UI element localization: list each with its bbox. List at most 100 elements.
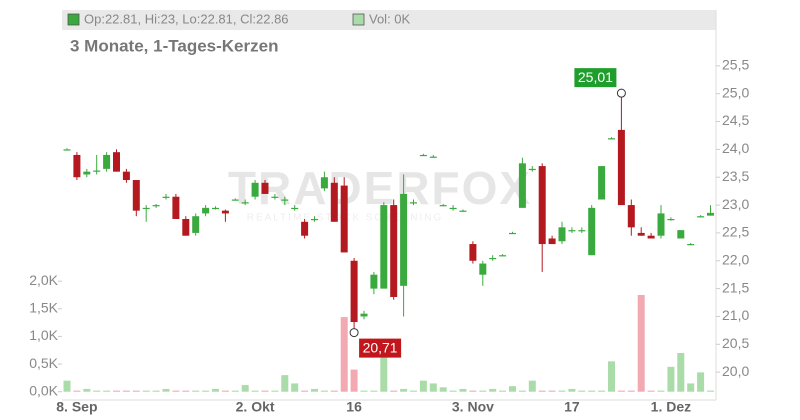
volume-bar bbox=[400, 388, 408, 392]
volume-bar bbox=[281, 375, 289, 392]
candle-body bbox=[509, 232, 516, 235]
volume-bar bbox=[637, 294, 645, 392]
candle-body bbox=[578, 230, 586, 232]
volume-bar bbox=[202, 390, 210, 392]
candle-body bbox=[301, 221, 309, 236]
volume-bar bbox=[63, 380, 71, 392]
volume-bar bbox=[301, 390, 309, 392]
candle-body bbox=[152, 205, 160, 207]
candle-body bbox=[281, 199, 289, 201]
x-tick-label: 16 bbox=[346, 399, 362, 415]
legend-bar bbox=[62, 10, 716, 30]
volume-bar bbox=[172, 390, 180, 392]
candle-body bbox=[518, 163, 526, 208]
candle-body bbox=[469, 244, 477, 261]
volume-bar bbox=[528, 380, 536, 392]
candle-body bbox=[83, 171, 91, 175]
volume-bar bbox=[132, 390, 140, 392]
legend-volume-icon bbox=[352, 13, 365, 26]
volume-bar bbox=[667, 366, 675, 392]
candle-body bbox=[221, 210, 229, 214]
candle-body bbox=[479, 263, 487, 275]
y-tick-label: 20,0 bbox=[722, 363, 749, 379]
candle-body bbox=[182, 219, 190, 236]
candle-body bbox=[271, 196, 279, 198]
y-tick-label: 20,5 bbox=[722, 335, 749, 351]
candle-body bbox=[499, 255, 507, 257]
annotation-marker bbox=[616, 88, 626, 98]
volume-bar bbox=[212, 388, 219, 392]
volume-bar bbox=[548, 390, 556, 392]
y-tick-label: 25,5 bbox=[722, 57, 749, 73]
candle-body bbox=[647, 235, 655, 239]
volume-bar bbox=[499, 390, 507, 392]
candle-body bbox=[439, 205, 447, 207]
candle-body bbox=[410, 202, 417, 204]
candle-body bbox=[677, 230, 685, 239]
candle-body bbox=[360, 313, 368, 317]
volume-bar bbox=[320, 390, 328, 392]
y-tick-label: 22,5 bbox=[722, 224, 749, 240]
x-tick-label: 8. Sep bbox=[56, 399, 97, 415]
volume-bar bbox=[558, 390, 566, 392]
y-tick-label: 24,5 bbox=[722, 112, 749, 128]
volume-bar bbox=[142, 390, 150, 392]
candle-body bbox=[172, 196, 180, 219]
volume-bar bbox=[360, 390, 368, 392]
candle-body bbox=[113, 152, 120, 172]
candle-body bbox=[637, 232, 645, 236]
candle-body bbox=[122, 171, 130, 181]
candle-body bbox=[320, 177, 328, 189]
volume-bar bbox=[419, 380, 427, 392]
volume-bar bbox=[509, 386, 516, 392]
y-tick-label: 24,0 bbox=[722, 140, 749, 156]
y2-tick-label: 1,5K bbox=[29, 300, 58, 316]
annotation-label: 25,01 bbox=[578, 69, 613, 85]
y-tick-label: 23,0 bbox=[722, 196, 749, 212]
x-tick-label: 1. Dez bbox=[651, 399, 691, 415]
volume-bar bbox=[459, 388, 467, 392]
volume-bar bbox=[489, 388, 497, 392]
volume-bar bbox=[687, 383, 695, 392]
volume-bar bbox=[113, 390, 120, 392]
candle-body bbox=[202, 207, 210, 214]
candle-body bbox=[489, 257, 497, 260]
watermark: TRADERFOX bbox=[228, 162, 532, 214]
volume-bar bbox=[311, 388, 318, 392]
candle-body bbox=[162, 196, 170, 198]
volume-bar bbox=[122, 390, 130, 392]
candle-body bbox=[707, 212, 714, 216]
volume-bar bbox=[518, 390, 526, 392]
candle-body bbox=[548, 238, 556, 245]
volume-bar bbox=[370, 390, 378, 392]
annotation-box bbox=[574, 68, 617, 88]
x-tick-label: 17 bbox=[564, 399, 580, 415]
volume-bar bbox=[479, 390, 487, 392]
candle-body bbox=[311, 219, 318, 221]
x-tick-label: 2. Okt bbox=[236, 399, 275, 415]
volume-bar bbox=[182, 390, 190, 392]
volume-bar bbox=[608, 361, 615, 392]
candle-body bbox=[63, 149, 71, 151]
candle-body bbox=[93, 170, 101, 172]
volume-bar bbox=[429, 383, 437, 392]
candle-body bbox=[390, 205, 398, 297]
volume-bar bbox=[162, 388, 170, 392]
candle-body bbox=[192, 216, 200, 233]
candle-body bbox=[588, 207, 596, 256]
volume-bar bbox=[538, 390, 546, 392]
volume-bar bbox=[152, 390, 160, 392]
annotation-marker bbox=[349, 328, 359, 338]
candle-body bbox=[697, 216, 705, 218]
candle-body bbox=[291, 207, 299, 210]
candle-body bbox=[608, 138, 615, 140]
annotation-box bbox=[359, 338, 402, 358]
candle-body bbox=[528, 168, 536, 171]
volume-bar bbox=[340, 317, 348, 392]
annotation-label: 20,71 bbox=[363, 339, 398, 355]
volume-bar bbox=[271, 390, 279, 392]
volume-bar bbox=[261, 390, 269, 392]
candle-body bbox=[568, 230, 576, 232]
volume-bar bbox=[627, 390, 635, 392]
